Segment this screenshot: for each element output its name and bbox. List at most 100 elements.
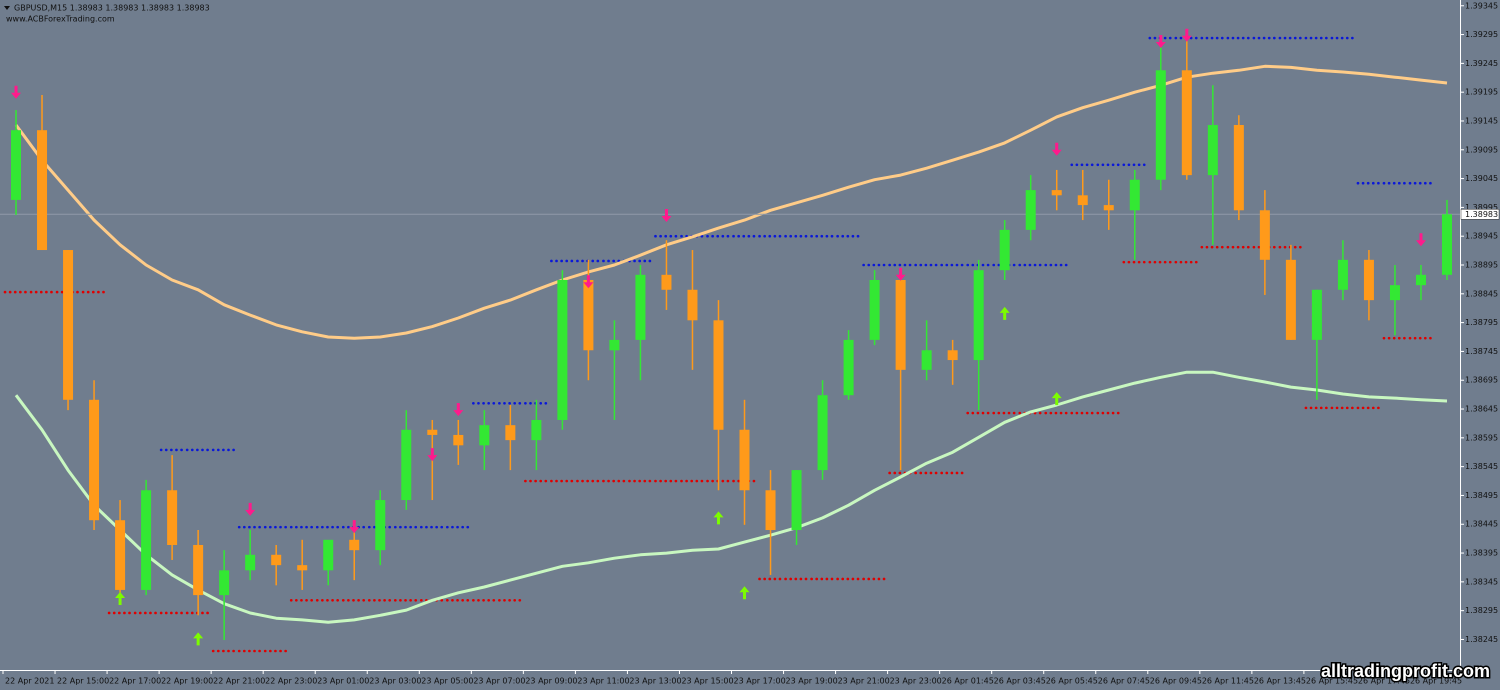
candle-body [167,490,178,545]
candle-body [453,434,464,446]
candle-body [661,274,672,290]
x-tick-label: 22 Apr 2021 [5,677,54,686]
candle-body [557,279,568,420]
y-tick-label: 1.39145 [1465,116,1498,125]
y-tick-label: 1.39295 [1465,30,1498,39]
candle-body [37,130,48,251]
candle-body [297,565,308,571]
signal-arrow [895,267,906,281]
signal-arrow [115,591,126,605]
signal-arrow [1415,233,1426,247]
candle-body [973,270,984,361]
signal-arrow [1155,35,1166,49]
x-tick-label: 23 Apr 01:00 [317,677,369,686]
y-tick-label: 1.38745 [1465,347,1498,356]
symbol-header: GBPUSD,M15 1.38983 1.38983 1.38983 1.389… [14,4,210,13]
candle-body [765,490,776,531]
candle-body [999,229,1010,271]
y-tick-label: 1.38695 [1465,376,1498,385]
candle-body [1103,205,1114,211]
signal-arrow [453,403,464,417]
candle-body [1363,259,1374,301]
candle-body [791,470,802,531]
candle-body [89,399,100,521]
candle-body [141,490,152,590]
signal-arrow [1051,392,1062,406]
candle-body [427,429,438,435]
signal-arrow [739,586,750,600]
candle-body [635,274,646,340]
y-tick-label: 1.39245 [1465,59,1498,68]
candle-body [401,429,412,501]
candle-body [505,425,516,441]
candle-body [193,544,204,596]
x-tick-label: 26 Apr 09:45 [1150,677,1202,686]
x-tick-label: 26 Apr 19:45 [1410,677,1462,686]
x-tick-label: 22 Apr 21:00 [213,677,265,686]
signal-arrow [1051,142,1062,156]
candle-body [323,539,334,571]
candle-body [947,350,958,361]
x-tick-label: 22 Apr 19:00 [161,677,213,686]
candle-body [1233,125,1244,211]
candle-body [1051,190,1062,196]
x-tick-label: 26 Apr 13:45 [1254,677,1306,686]
y-tick-label: 1.38445 [1465,520,1498,529]
menu-triangle[interactable] [4,6,10,10]
y-tick-label: 1.38795 [1465,318,1498,327]
signal-arrow [11,85,22,99]
candle-body [1207,125,1218,176]
x-tick-label: 22 Apr 17:00 [109,677,161,686]
candle-body [1441,214,1452,275]
x-tick-label: 23 Apr 11:00 [577,677,629,686]
signal-arrow [661,209,672,223]
candle-body [271,554,282,566]
x-tick-label: 23 Apr 23:00 [890,677,942,686]
x-tick-label: 23 Apr 05:00 [421,677,473,686]
candle-body [869,279,880,340]
y-tick-label: 1.38845 [1465,289,1498,298]
watermark: alltradingprofit.com [1321,661,1490,681]
candle-body [1077,195,1088,206]
x-tick-label: 26 Apr 07:45 [1098,677,1150,686]
y-tick-label: 1.39045 [1465,174,1498,183]
y-tick-label: 1.38295 [1465,606,1498,615]
y-tick-label: 1.38245 [1465,635,1498,644]
x-tick-label: 23 Apr 03:00 [369,677,421,686]
signal-arrow [427,448,438,462]
current-price-box [1460,209,1500,220]
moving-average [14,370,1448,624]
y-tick-label: 1.39195 [1465,88,1498,97]
moving-average [14,64,1448,340]
x-tick-label: 23 Apr 13:00 [629,677,681,686]
candle-body [1155,70,1166,180]
x-tick-label: 22 Apr 23:00 [265,677,317,686]
candle-body [843,339,854,396]
candle-body [687,289,698,321]
y-tick-label: 1.38645 [1465,405,1498,414]
y-tick-label: 1.38545 [1465,462,1498,471]
x-tick-label: 22 Apr 15:00 [57,677,109,686]
candle-body [609,339,620,351]
signal-arrow [349,520,360,534]
x-tick-label: 23 Apr 21:00 [838,677,890,686]
signal-arrow [1181,28,1192,42]
candle-body [115,520,126,590]
candle-body [479,425,490,446]
plot-area [0,28,1460,653]
candle-body [1337,259,1348,290]
candle-body [583,279,594,351]
x-tick-label: 26 Apr 17:45 [1358,677,1410,686]
candle-body [1259,210,1270,260]
candle-body [245,554,256,571]
candle-body [11,130,22,200]
signal-arrow [245,502,256,516]
candle-body [895,279,906,370]
y-tick-label: 1.38395 [1465,549,1498,558]
candle-body [1285,259,1296,340]
x-tick-label: 26 Apr 05:45 [1046,677,1098,686]
signal-arrow [193,632,204,646]
y-tick-label: 1.38895 [1465,261,1498,270]
x-tick-label: 26 Apr 15:45 [1306,677,1358,686]
candle-body [1025,190,1036,230]
